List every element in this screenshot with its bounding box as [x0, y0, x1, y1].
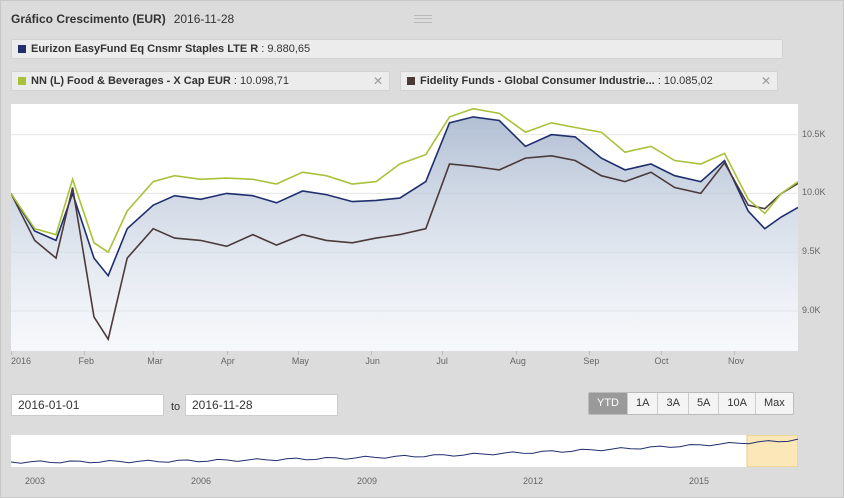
chart-title: Gráfico Crescimento (EUR) 2016-11-28 — [11, 12, 234, 26]
x-tick-mark — [226, 351, 228, 355]
x-tick-label: Jul — [436, 356, 448, 366]
range-buttons: YTD 1A 3A 5A 10A Max — [588, 392, 794, 415]
x-tick-mark — [297, 351, 299, 355]
y-tick-label: 9.5K — [802, 246, 821, 257]
navigator[interactable] — [10, 434, 799, 468]
legend-swatch-1 — [18, 45, 26, 53]
range-button-5a[interactable]: 5A — [687, 393, 719, 414]
y-tick-label: 10.0K — [802, 187, 826, 198]
navigator-year-label: 2015 — [689, 476, 710, 486]
date-from-input[interactable]: 2016-01-01 — [11, 394, 164, 416]
legend-item-3[interactable]: Fidelity Funds - Global Consumer Industr… — [400, 71, 778, 91]
x-tick-mark — [442, 351, 444, 355]
x-tick-label: Aug — [509, 356, 526, 366]
x-tick-label: Jun — [365, 356, 380, 366]
range-button-3a[interactable]: 3A — [657, 393, 688, 414]
line-chart — [10, 107, 799, 352]
range-button-ytd[interactable]: YTD — [589, 393, 627, 414]
navigator-year-label: 2003 — [25, 476, 46, 486]
x-tick-mark — [371, 351, 373, 355]
range-button-1a[interactable]: 1A — [627, 393, 658, 414]
plot-area[interactable] — [10, 104, 799, 352]
x-tick-label: Oct — [654, 356, 669, 366]
legend-value-2: 10.098,71 — [240, 75, 289, 87]
x-tick-label: Sep — [583, 356, 600, 366]
chart-date: 2016-11-28 — [173, 12, 235, 26]
x-tick-mark — [515, 351, 517, 355]
x-tick-label: Feb — [78, 356, 94, 366]
x-tick-label: May — [291, 356, 309, 366]
close-icon[interactable]: ✕ — [760, 74, 771, 88]
close-icon[interactable]: ✕ — [372, 74, 383, 88]
x-tick-label: Apr — [220, 356, 235, 366]
series-line-1[interactable] — [10, 116, 799, 278]
x-tick-mark — [153, 351, 155, 355]
navigator-selection[interactable] — [746, 434, 799, 468]
legend-swatch-2 — [18, 77, 26, 85]
range-button-max[interactable]: Max — [754, 393, 793, 414]
y-tick-label: 9.0K — [802, 305, 821, 315]
chart-title-text: Gráfico Crescimento (EUR) — [11, 12, 166, 26]
series-line-2[interactable] — [10, 107, 799, 254]
x-tick-mark — [589, 351, 591, 355]
x-tick-mark — [660, 351, 662, 355]
navigator-year-label: 2006 — [191, 476, 212, 486]
navigator-year-label: 2009 — [357, 476, 378, 486]
legend-swatch-3 — [407, 77, 415, 85]
legend-value-1: 9.880,65 — [267, 43, 311, 55]
x-tick-mark — [11, 351, 12, 355]
date-to-input[interactable]: 2016-11-28 — [185, 394, 338, 416]
x-tick-label: Mar — [147, 356, 163, 366]
legend-name-3: Fidelity Funds - Global Consumer Industr… — [420, 75, 655, 87]
y-tick-label: 10.5K — [802, 128, 826, 139]
range-button-10a[interactable]: 10A — [718, 393, 755, 414]
to-label: to — [171, 401, 181, 413]
navigator-line — [10, 438, 799, 464]
x-tick-mark — [84, 351, 86, 355]
drag-handle-icon[interactable] — [414, 15, 432, 23]
series-line-3[interactable] — [10, 154, 799, 342]
x-tick-label: Nov — [727, 356, 744, 366]
legend-item-1[interactable]: Eurizon EasyFund Eq Cnsmr Staples LTE R … — [11, 39, 783, 59]
x-tick-label: 2016 — [11, 356, 32, 366]
x-tick-mark — [733, 351, 735, 355]
legend-item-2[interactable]: NN (L) Food & Beverages - X Cap EUR : 10… — [11, 71, 390, 91]
legend-name-1: Eurizon EasyFund Eq Cnsmr Staples LTE R — [31, 43, 259, 55]
navigator-chart — [10, 434, 799, 468]
x-axis: 2016 Feb Mar Apr May Jun Jul Aug Sep Oct Nov — [11, 351, 798, 371]
navigator-year-label: 2012 — [523, 476, 544, 486]
legend-name-2: NN (L) Food & Beverages - X Cap EUR — [31, 75, 231, 87]
legend-value-3: 10.085,02 — [663, 75, 713, 87]
